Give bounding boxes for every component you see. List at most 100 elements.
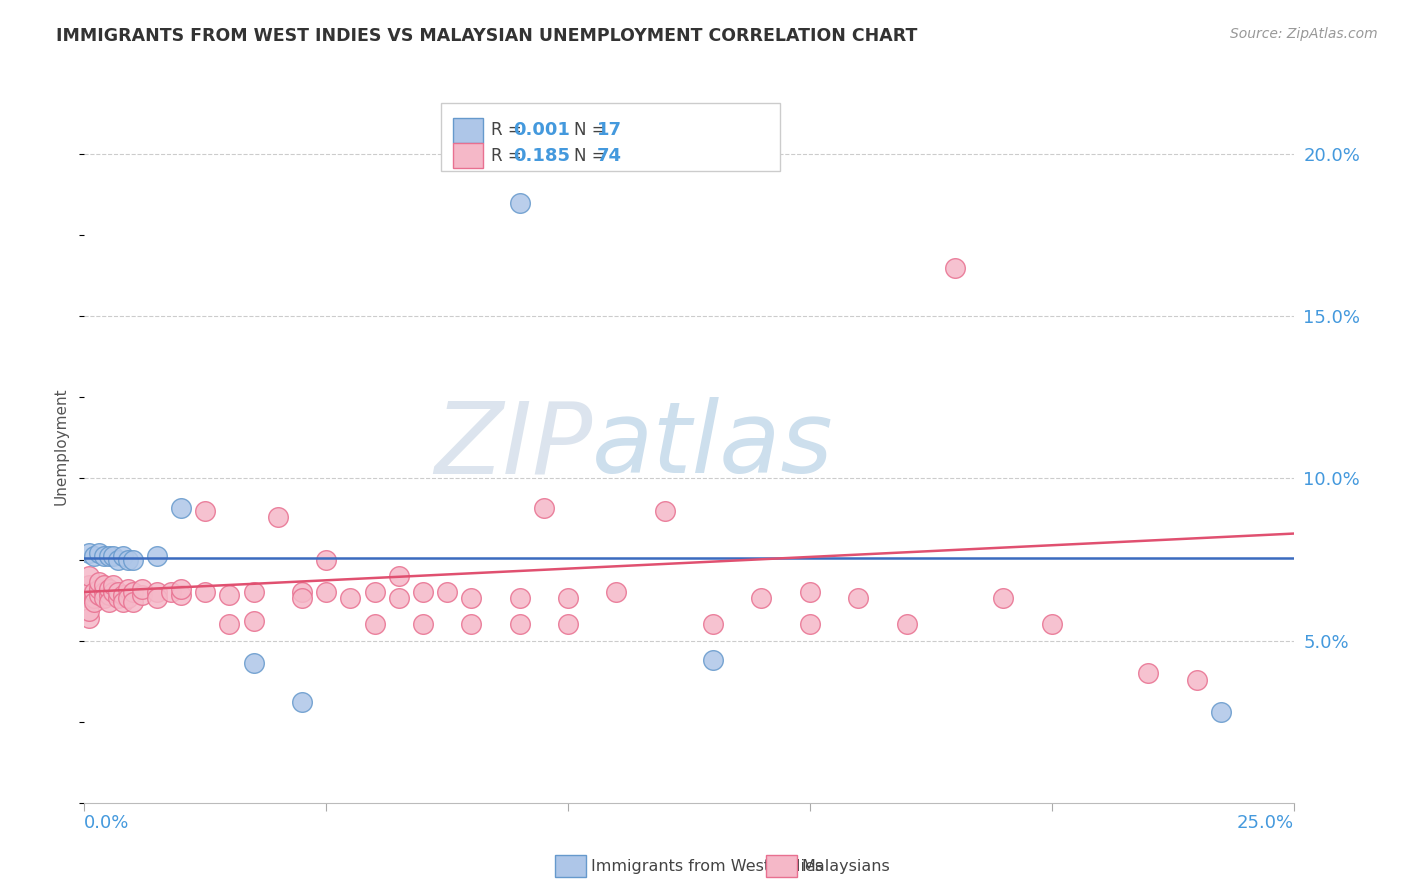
Point bbox=[97, 588, 120, 602]
Point bbox=[87, 582, 110, 596]
Point bbox=[1137, 666, 1160, 681]
Text: IMMIGRANTS FROM WEST INDIES VS MALAYSIAN UNEMPLOYMENT CORRELATION CHART: IMMIGRANTS FROM WEST INDIES VS MALAYSIAN… bbox=[56, 27, 918, 45]
Point bbox=[103, 578, 125, 592]
Point bbox=[460, 591, 482, 606]
Point bbox=[103, 549, 125, 564]
Point bbox=[557, 617, 579, 632]
FancyBboxPatch shape bbox=[453, 143, 484, 168]
Point bbox=[460, 617, 482, 632]
Text: Source: ZipAtlas.com: Source: ZipAtlas.com bbox=[1230, 27, 1378, 41]
Point bbox=[1185, 673, 1208, 687]
Point bbox=[77, 578, 100, 592]
Point bbox=[112, 549, 135, 564]
Point bbox=[117, 591, 139, 606]
Point bbox=[702, 617, 724, 632]
Point bbox=[315, 585, 337, 599]
Point bbox=[112, 595, 135, 609]
Text: N =: N = bbox=[574, 121, 612, 139]
Text: N =: N = bbox=[574, 146, 612, 164]
Text: Malaysians: Malaysians bbox=[801, 859, 890, 873]
Point bbox=[218, 588, 240, 602]
Point bbox=[267, 510, 290, 524]
Point bbox=[291, 591, 314, 606]
Point bbox=[131, 588, 153, 602]
Point bbox=[77, 611, 100, 625]
Point bbox=[751, 591, 773, 606]
Point bbox=[605, 585, 627, 599]
Point bbox=[993, 591, 1015, 606]
Point bbox=[83, 591, 105, 606]
Point bbox=[107, 552, 129, 566]
Point bbox=[194, 585, 217, 599]
Text: 0.185: 0.185 bbox=[513, 146, 571, 164]
Point bbox=[509, 195, 531, 210]
Point bbox=[509, 617, 531, 632]
Point bbox=[87, 588, 110, 602]
Point bbox=[533, 500, 555, 515]
Point bbox=[77, 591, 100, 606]
Point bbox=[83, 549, 105, 564]
Text: 74: 74 bbox=[598, 146, 621, 164]
Point bbox=[702, 653, 724, 667]
Text: R =: R = bbox=[491, 146, 527, 164]
Text: atlas: atlas bbox=[592, 398, 834, 494]
Point bbox=[242, 614, 264, 628]
Point bbox=[97, 595, 120, 609]
Point bbox=[87, 546, 110, 560]
Point bbox=[112, 588, 135, 602]
Point bbox=[388, 568, 411, 582]
Point bbox=[1209, 705, 1232, 719]
Point bbox=[146, 585, 169, 599]
Point bbox=[93, 578, 115, 592]
Point bbox=[363, 617, 385, 632]
Point bbox=[170, 500, 193, 515]
Text: R =: R = bbox=[491, 121, 527, 139]
Text: 17: 17 bbox=[598, 121, 621, 139]
Point bbox=[93, 585, 115, 599]
Point bbox=[83, 595, 105, 609]
Point bbox=[799, 617, 821, 632]
Text: Immigrants from West Indies: Immigrants from West Indies bbox=[591, 859, 823, 873]
Point bbox=[242, 657, 264, 671]
Point bbox=[218, 617, 240, 632]
Point bbox=[315, 552, 337, 566]
Point bbox=[291, 695, 314, 709]
Point bbox=[93, 549, 115, 564]
FancyBboxPatch shape bbox=[441, 103, 780, 171]
Point bbox=[77, 604, 100, 618]
Point bbox=[121, 585, 143, 599]
Point bbox=[160, 585, 183, 599]
Point bbox=[117, 582, 139, 596]
Point bbox=[242, 585, 264, 599]
Point bbox=[131, 582, 153, 596]
Point bbox=[77, 585, 100, 599]
Point bbox=[1040, 617, 1063, 632]
Point bbox=[291, 585, 314, 599]
Point bbox=[509, 591, 531, 606]
Point bbox=[799, 585, 821, 599]
Point bbox=[117, 552, 139, 566]
Point bbox=[170, 582, 193, 596]
Point bbox=[557, 591, 579, 606]
Point bbox=[77, 568, 100, 582]
Point bbox=[107, 585, 129, 599]
Point bbox=[170, 588, 193, 602]
Point bbox=[339, 591, 361, 606]
Text: ZIP: ZIP bbox=[434, 398, 592, 494]
Text: 25.0%: 25.0% bbox=[1236, 814, 1294, 831]
Point bbox=[146, 549, 169, 564]
Y-axis label: Unemployment: Unemployment bbox=[53, 387, 69, 505]
Point bbox=[363, 585, 385, 599]
Point bbox=[194, 504, 217, 518]
Point bbox=[77, 546, 100, 560]
Point bbox=[654, 504, 676, 518]
Point bbox=[87, 575, 110, 590]
Point bbox=[388, 591, 411, 606]
Point bbox=[436, 585, 458, 599]
Point bbox=[93, 591, 115, 606]
Point bbox=[146, 591, 169, 606]
Point bbox=[103, 585, 125, 599]
Text: 0.0%: 0.0% bbox=[84, 814, 129, 831]
Point bbox=[896, 617, 918, 632]
Point bbox=[412, 585, 434, 599]
